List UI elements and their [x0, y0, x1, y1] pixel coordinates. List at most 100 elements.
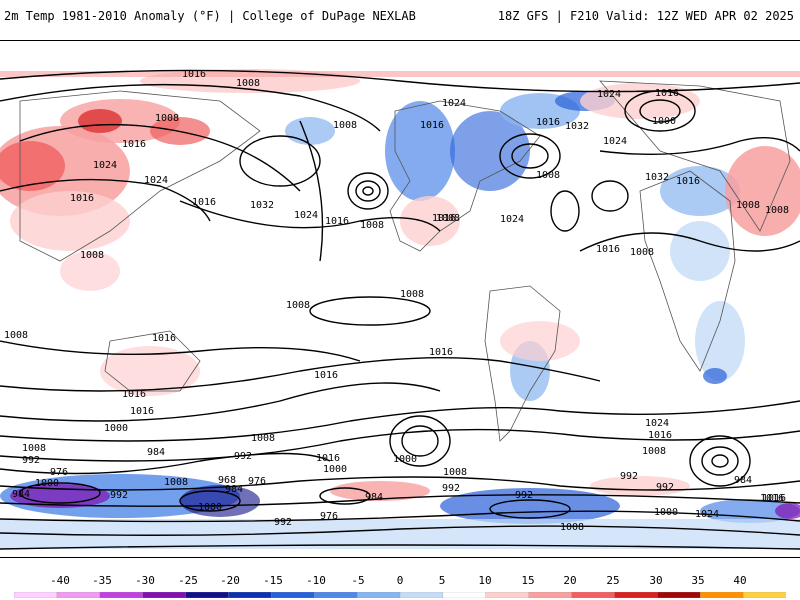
isobar-label: 976	[320, 511, 338, 522]
isobar-label: 1016	[762, 493, 786, 504]
isobar-label: 1024	[645, 418, 669, 429]
isobar-label: 1024	[603, 136, 627, 147]
isobar-label: 1032	[645, 172, 669, 183]
isobar-label: 1000	[35, 478, 59, 489]
colorbar-swatch	[485, 592, 530, 598]
isobar-label: 1008	[560, 522, 584, 533]
isobar-label: 976	[50, 467, 68, 478]
isobar-label: 1008	[251, 433, 275, 444]
isobar-label: 1000	[104, 423, 128, 434]
isobar-label: 992	[110, 490, 128, 501]
isobar-label: 992	[442, 483, 460, 494]
isobar-label: 1016	[130, 406, 154, 417]
colorbar: -40 -35 -30 -25 -20 -15 -10 -5 0 5 10 15…	[0, 566, 800, 600]
isobar-label: 1016	[316, 453, 340, 464]
isobar-label: 1024	[695, 509, 719, 520]
colorbar-label: -25	[178, 574, 198, 587]
isobar-label: 1000	[323, 464, 347, 475]
colorbar-swatch	[185, 592, 230, 598]
colorbar-swatch	[142, 592, 187, 598]
isobar-label: 1008	[736, 200, 760, 211]
colorbar-label: -15	[263, 574, 283, 587]
isobar-label: 1008	[765, 205, 789, 216]
isobar-label: 1008	[155, 113, 179, 124]
isobar-label: 1000	[654, 507, 678, 518]
isobar-label: 1008	[22, 443, 46, 454]
isobar-label: 1008	[286, 300, 310, 311]
colorbar-label: 40	[733, 574, 747, 587]
colorbar-label: 25	[606, 574, 620, 587]
isobar-label: 1008	[536, 170, 560, 181]
colorbar-label: 0	[396, 574, 404, 587]
isobar-contours	[0, 69, 800, 550]
isobar-label: 1024	[442, 98, 466, 109]
isobar-label: 984	[365, 492, 383, 503]
colorbar-label: -20	[220, 574, 240, 587]
isobar-label: 1008	[80, 250, 104, 261]
isobar-label: 1016	[152, 333, 176, 344]
isobar-label: 992	[656, 482, 674, 493]
isobar-label-group: 1016 1008 1008 1016 1024 1024 1016 1016 …	[4, 69, 789, 533]
colorbar-swatch	[314, 592, 358, 598]
map-title: 2m Temp 1981-2010 Anomaly (°F) | College…	[4, 9, 416, 23]
isobar-label: 1008	[642, 446, 666, 457]
colorbar-strip	[14, 592, 786, 598]
colorbar-swatch	[356, 592, 401, 598]
isobar-label: 1008	[443, 467, 467, 478]
isobar-label: 976	[248, 476, 266, 487]
colorbar-labels: -40 -35 -30 -25 -20 -15 -10 -5 0 5 10 15…	[0, 574, 800, 588]
isobar-label: 1008	[436, 213, 460, 224]
isobar-label: 1016	[325, 216, 349, 227]
colorbar-swatch	[56, 592, 101, 598]
isobar-label: 992	[274, 517, 292, 528]
colorbar-label: 30	[649, 574, 663, 587]
colorbar-swatch	[14, 592, 58, 598]
isobar-label: 1032	[565, 121, 589, 132]
colorbar-label: 20	[563, 574, 577, 587]
isobar-label: 1024	[144, 175, 168, 186]
isobar-label: 984	[734, 475, 752, 486]
colorbar-swatch	[99, 592, 144, 598]
colorbar-label: 5	[438, 574, 446, 587]
isobar-label: 992	[22, 455, 40, 466]
isobar-label: 1016	[655, 88, 679, 99]
isobar-label: 1024	[597, 89, 621, 100]
colorbar-label: -30	[135, 574, 155, 587]
isobar-label: 1024	[93, 160, 117, 171]
map-panel[interactable]: 1016 1008 1008 1016 1024 1024 1016 1016 …	[0, 40, 800, 558]
colorbar-swatch	[742, 592, 786, 598]
isobar-label: 1008	[164, 477, 188, 488]
colorbar-swatch	[442, 592, 487, 598]
colorbar-label: 10	[478, 574, 492, 587]
isobar-label: 968	[218, 475, 236, 486]
isobar-label: 1016	[70, 193, 94, 204]
isobar-label: 1032	[250, 200, 274, 211]
colorbar-label: 35	[691, 574, 705, 587]
colorbar-swatch	[399, 592, 444, 598]
isobar-label: 1016	[314, 370, 338, 381]
isobar-label: 992	[234, 451, 252, 462]
model-run-info: 18Z GFS | F210 Valid: 12Z WED APR 02 202…	[497, 9, 794, 23]
isobar-label: 992	[620, 471, 638, 482]
colorbar-label: 15	[521, 574, 535, 587]
colorbar-swatch	[657, 592, 701, 598]
colorbar-swatch	[528, 592, 573, 598]
colorbar-label: -35	[92, 574, 112, 587]
colorbar-swatch	[271, 592, 315, 598]
isobar-label: 1016	[192, 197, 216, 208]
isobar-label: 1008	[630, 247, 654, 258]
isobar-label: 1016	[420, 120, 444, 131]
isobar-label: 984	[12, 489, 30, 500]
isobar-label: 1008	[360, 220, 384, 231]
isobar-label: 984	[225, 484, 243, 495]
isobar-label: 1016	[648, 430, 672, 441]
isobar-label: 1000	[652, 116, 676, 127]
isobar-label: 1016	[432, 213, 456, 224]
isobar-label: 1016	[429, 347, 453, 358]
isobar-label: 1000	[198, 502, 222, 513]
header-bar: 2m Temp 1981-2010 Anomaly (°F) | College…	[0, 0, 800, 34]
isobar-label: 984	[147, 447, 165, 458]
isobar-label: 1016	[122, 139, 146, 150]
colorbar-swatch	[700, 592, 744, 598]
isobar-label: 1008	[333, 120, 357, 131]
